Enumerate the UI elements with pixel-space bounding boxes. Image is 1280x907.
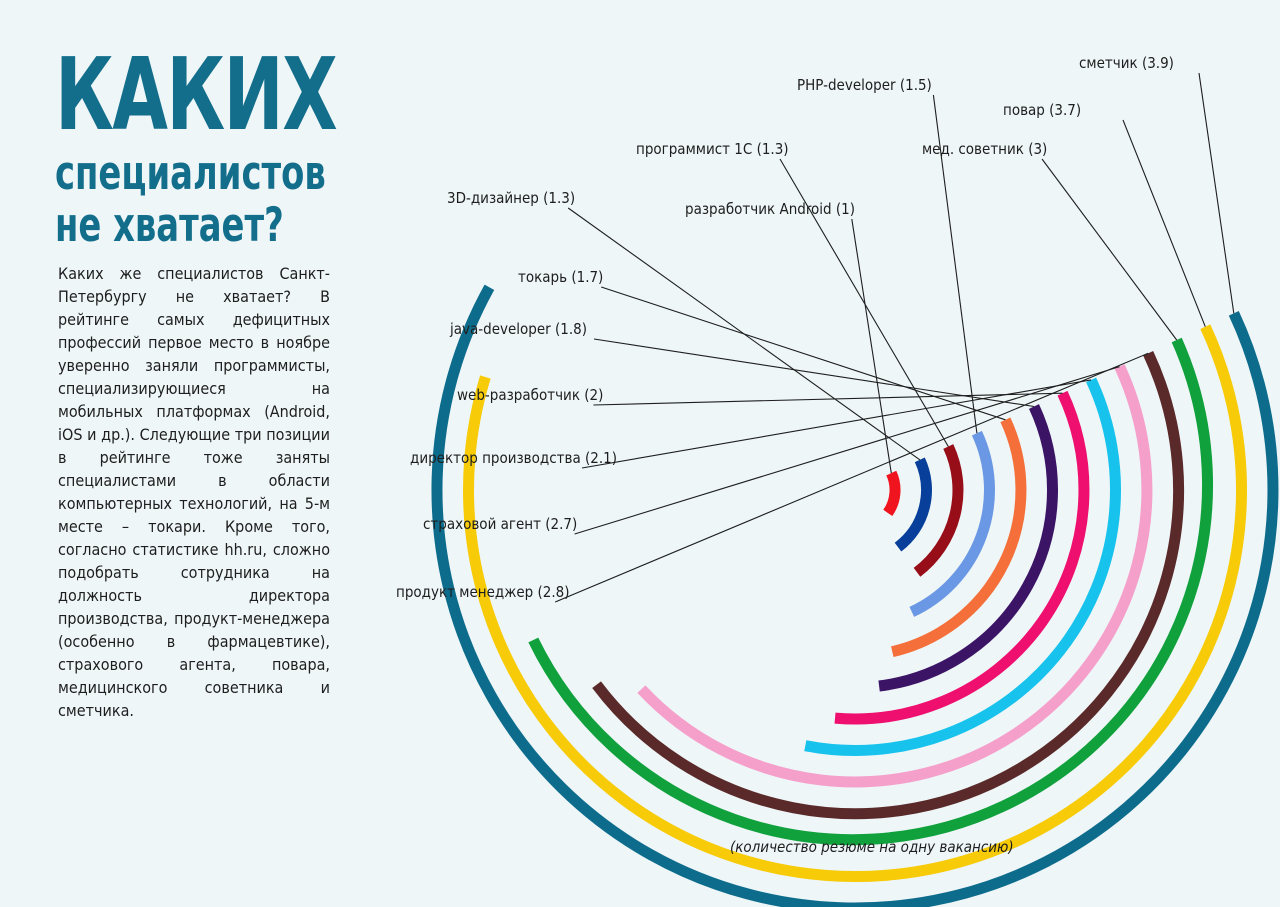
arc-leader-line-11 xyxy=(1041,158,1178,341)
intro-text: Каких же специалистов Санкт-Петербургу н… xyxy=(58,264,330,720)
arc-label-4: PHP-developer (1.5) xyxy=(797,76,932,94)
arc-label-13: сметчик (3.9) xyxy=(1079,54,1174,72)
arc-1 xyxy=(883,470,901,517)
arc-5 xyxy=(891,417,1027,658)
arc-leader-line-10 xyxy=(554,352,1149,603)
label-group: разработчик Android (1) 3D-дизайнер (1.3)… xyxy=(396,54,1235,603)
page-title: КАКИХ xyxy=(55,36,338,153)
arc-label-6: java-developer (1.8) xyxy=(449,320,587,338)
arc-leader-line-7 xyxy=(593,392,1063,406)
arc-4 xyxy=(909,430,995,617)
arc-label-1: разработчик Android (1) xyxy=(685,200,855,218)
arc-leader-line-9 xyxy=(574,366,1120,535)
arc-label-12: повар (3.7) xyxy=(1003,101,1081,119)
arc-9 xyxy=(637,364,1153,788)
arc-leader-line-13 xyxy=(1198,72,1235,314)
arc-2 xyxy=(894,457,932,552)
arc-label-8: директор производства (2.1) xyxy=(410,449,617,467)
arc-leader-line-5 xyxy=(601,286,1006,421)
arc-label-3: программист 1С (1.3) xyxy=(636,140,789,158)
arc-leader-line-6 xyxy=(593,338,1035,408)
arc-11 xyxy=(528,337,1213,846)
arc-leader-line-8 xyxy=(581,379,1092,469)
arc-7 xyxy=(834,390,1090,725)
arc-12 xyxy=(463,324,1247,882)
arc-3 xyxy=(913,444,964,577)
arc-group xyxy=(431,284,1279,907)
arc-leader-line-3 xyxy=(779,158,949,447)
arc-10 xyxy=(592,350,1185,820)
arc-label-2: 3D-дизайнер (1.3) xyxy=(447,189,575,207)
arc-13 xyxy=(431,284,1279,907)
arc-label-9: страховой агент (2.7) xyxy=(423,515,577,533)
arc-label-11: мед. советник (3) xyxy=(922,140,1047,158)
page-subtitle: специалистов не хватает? xyxy=(55,146,326,253)
arc-label-7: web-разработчик (2) xyxy=(457,386,603,404)
arc-6 xyxy=(878,404,1058,692)
arc-leader-line-1 xyxy=(851,218,892,474)
arc-leader-line-12 xyxy=(1122,119,1206,327)
arc-leader-line-4 xyxy=(932,94,978,434)
arc-8 xyxy=(804,377,1121,756)
chart-note: (количество резюме на одну вакансию) xyxy=(730,838,1014,856)
arc-label-5: токарь (1.7) xyxy=(518,268,603,286)
arc-label-10: продукт менеджер (2.8) xyxy=(396,583,570,601)
